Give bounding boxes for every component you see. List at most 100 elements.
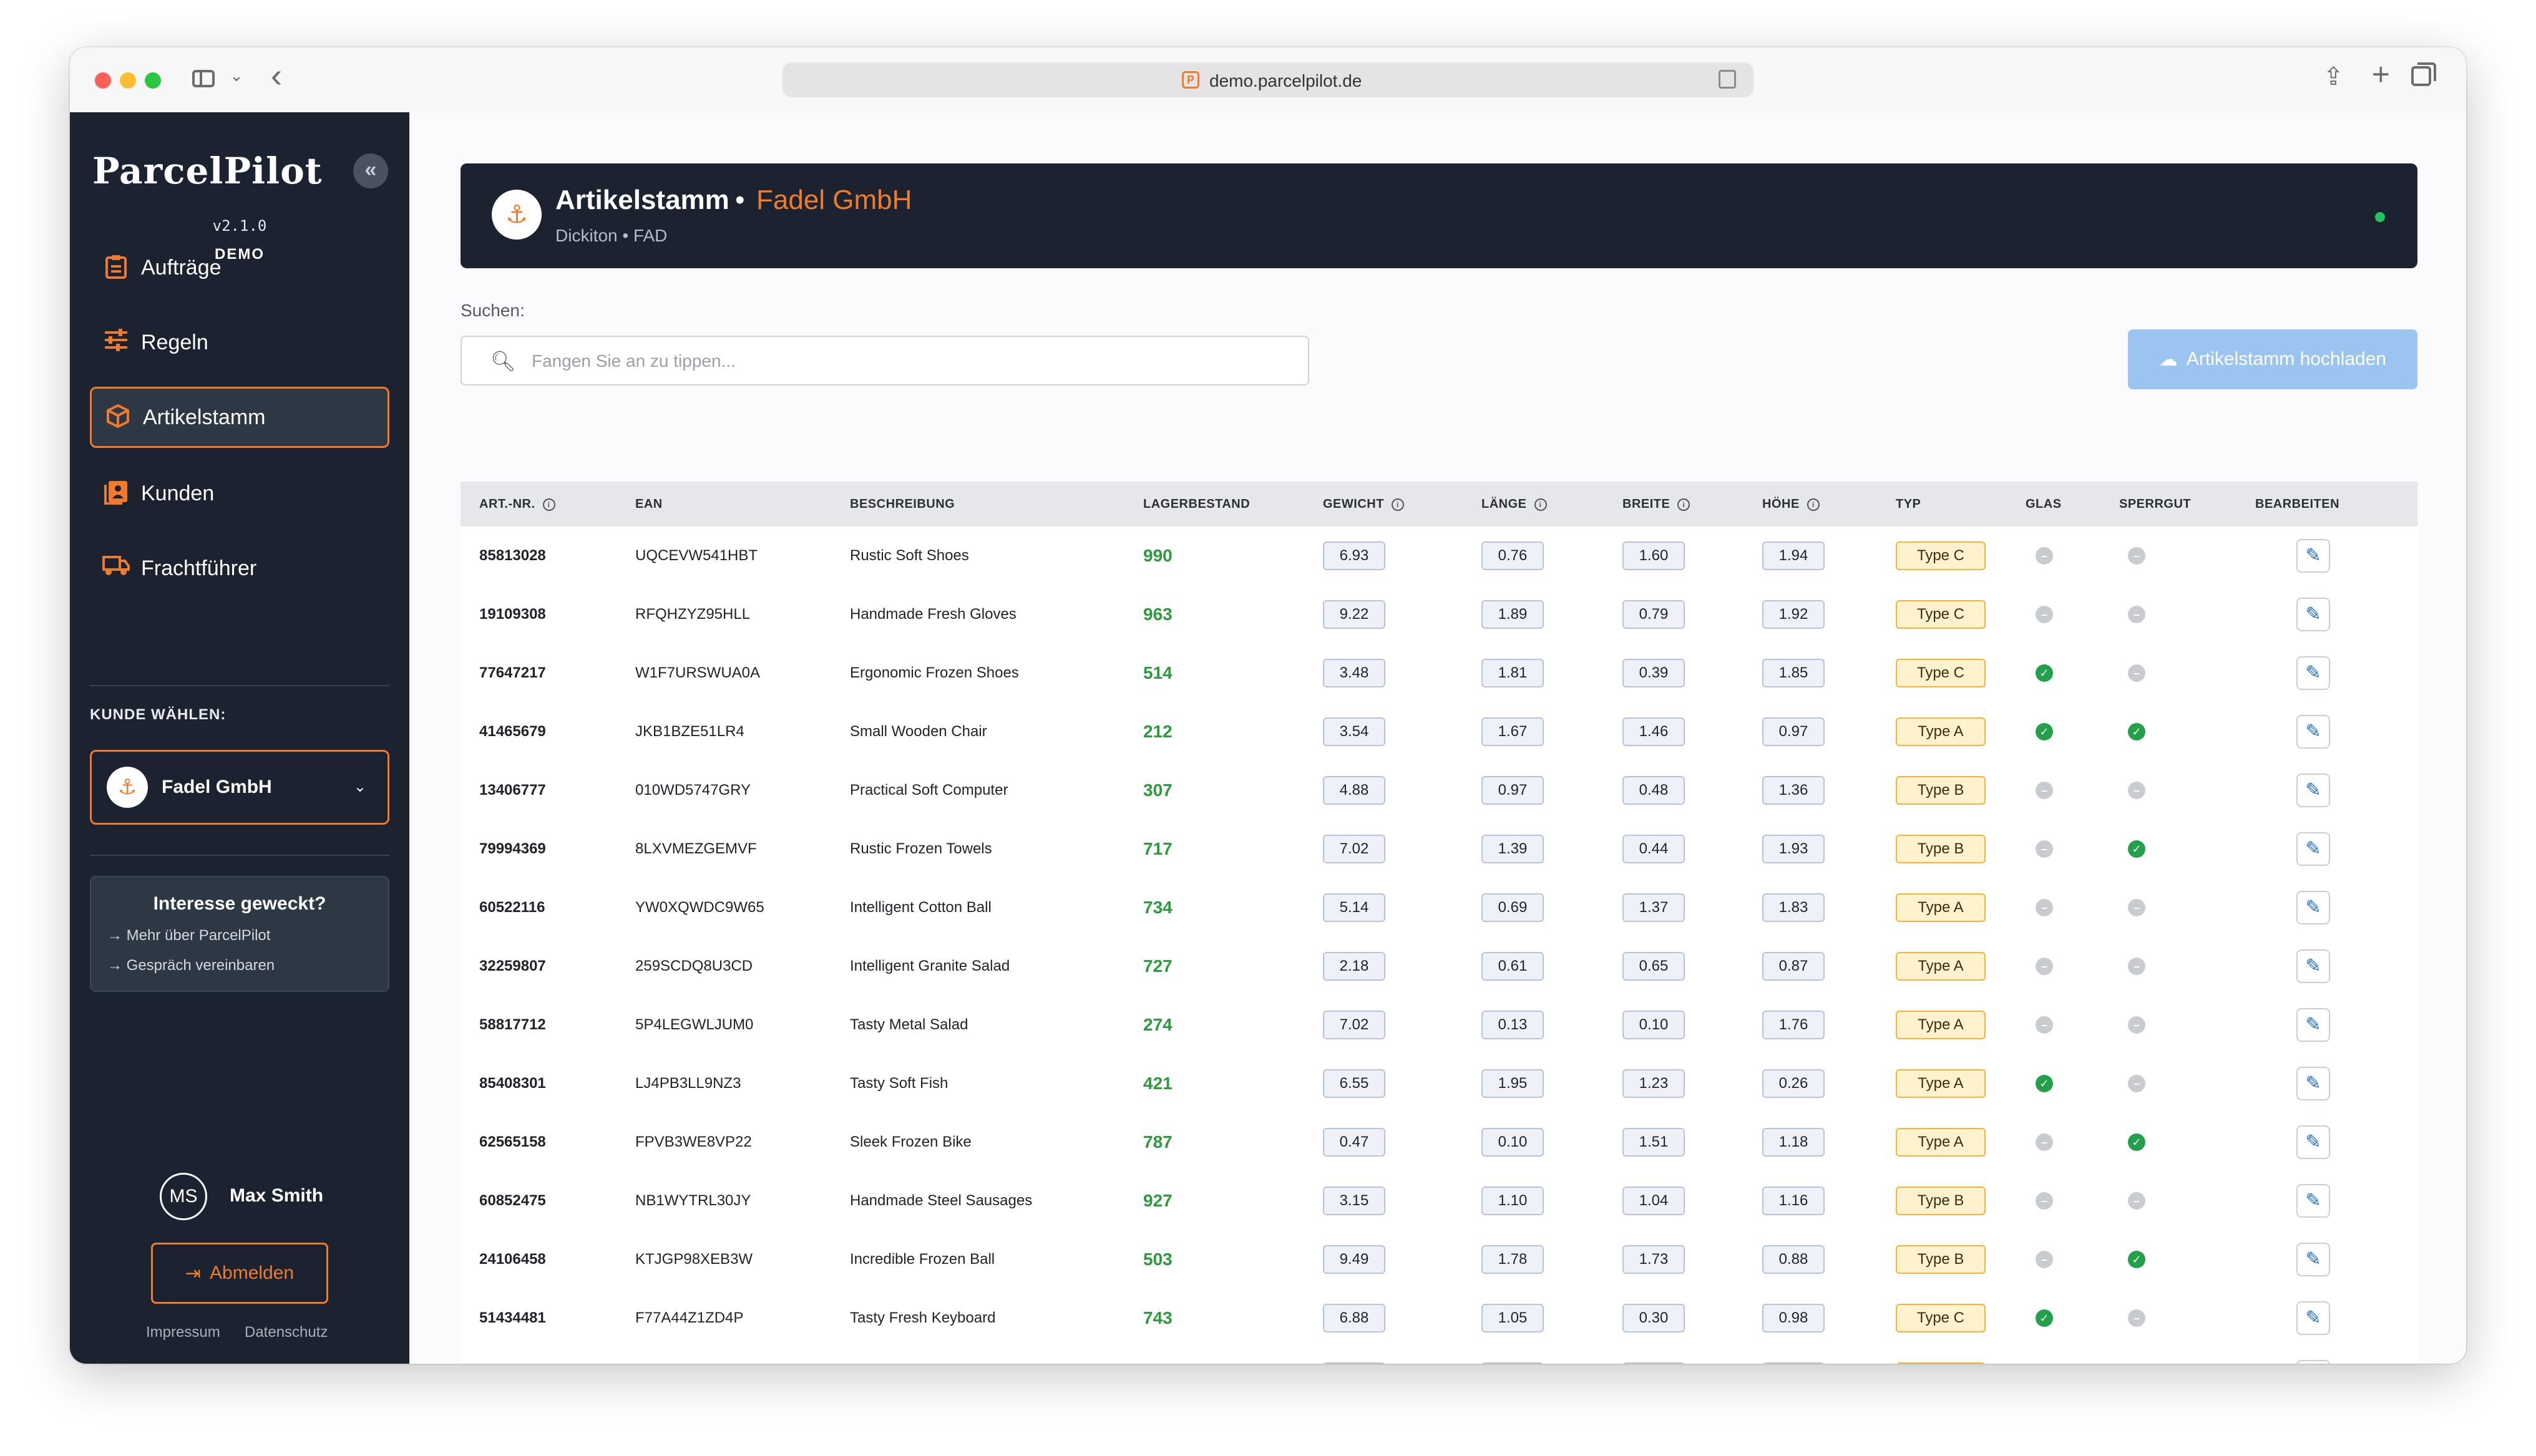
minus-circle-icon: – (2128, 958, 2145, 975)
pencil-icon: ✎ (2305, 780, 2321, 800)
cell-weight: 7.02 (1323, 1011, 1385, 1039)
search-input[interactable] (530, 346, 1282, 377)
info-icon[interactable]: i (1534, 498, 1547, 511)
edit-button[interactable]: ✎ (2296, 1184, 2330, 1218)
cell-width: 1.23 (1622, 1069, 1685, 1098)
table-row: 40756964 WX9IMJVXMPLP Gorgeous Plastic Pan… (461, 1347, 2417, 1364)
cell-length: 1.05 (1481, 1304, 1544, 1332)
table-row: 79994369 8LXVMEZGEMVF Rustic Frozen Towels… (461, 820, 2417, 880)
cell-width: 0.39 (1622, 659, 1685, 687)
url-text: demo.parcelpilot.de (1209, 71, 1362, 90)
zoom-window-button[interactable] (145, 72, 161, 89)
col-header-desc[interactable]: BESCHREIBUNG (850, 497, 955, 511)
customer-select[interactable]: ⚓ Fadel GmbH ⌄ (90, 750, 389, 825)
cell-height: 1.76 (1762, 1011, 1825, 1039)
minimize-window-button[interactable] (120, 72, 136, 89)
address-bar[interactable]: P demo.parcelpilot.de (783, 62, 1753, 97)
cell-length: 1.39 (1481, 835, 1544, 863)
search-icon: 🔍︎ (490, 350, 516, 372)
minus-circle-icon: – (2036, 1192, 2053, 1210)
col-header-art[interactable]: ART.-NR. i (479, 482, 555, 527)
edit-button[interactable]: ✎ (2296, 598, 2330, 631)
col-header-glass[interactable]: GLAS (2026, 497, 2062, 511)
edit-button[interactable]: ✎ (2296, 1243, 2330, 1276)
back-arrow-icon[interactable]: ‹ (271, 57, 282, 94)
col-header-height[interactable]: HÖHE i (1762, 482, 1820, 527)
box-icon (104, 404, 132, 431)
edit-button[interactable]: ✎ (2296, 891, 2330, 925)
sidebar-item-artikelstamm[interactable]: Artikelstamm (90, 387, 389, 448)
app-logo[interactable]: ParcelPilot (92, 150, 323, 192)
cell-weight: 5.14 (1323, 893, 1385, 922)
type-badge: Type C (1896, 541, 1986, 570)
edit-button[interactable]: ✎ (2296, 1301, 2330, 1335)
info-icon[interactable]: i (1677, 498, 1690, 511)
minus-circle-icon: – (2128, 899, 2145, 916)
col-header-ean[interactable]: EAN (635, 497, 663, 511)
cell-weight: 0.47 (1323, 1128, 1385, 1157)
cell-length: 0.69 (1481, 893, 1544, 922)
cell-weight: 3.50 (1323, 1362, 1385, 1364)
search-label: Suchen: (461, 301, 525, 320)
cell-stock: 274 (1143, 1015, 1173, 1034)
sidebar-toggle-icon[interactable] (192, 70, 215, 87)
cell-stock: 963 (1143, 604, 1173, 624)
imprint-link[interactable]: Impressum (146, 1324, 220, 1341)
edit-button[interactable]: ✎ (2296, 1008, 2330, 1042)
edit-button[interactable]: ✎ (2296, 539, 2330, 573)
privacy-link[interactable]: Datenschutz (245, 1324, 328, 1341)
edit-button[interactable]: ✎ (2296, 656, 2330, 690)
tab-overview-icon[interactable] (2411, 62, 2436, 86)
table-row: 85408301 LJ4PB3LL9NZ3 Tasty Soft Fish 421 6.… (461, 1054, 2417, 1114)
sidebar-item-frachtfuehrer[interactable]: Frachtführer (90, 538, 389, 599)
info-icon[interactable]: i (1391, 498, 1404, 511)
search-box[interactable]: 🔍︎ (461, 336, 1309, 386)
pencil-icon: ✎ (2305, 1132, 2321, 1152)
customer-select-value: Fadel GmbH (162, 777, 272, 797)
more-about-link[interactable]: → Mehr über ParcelPilot (107, 927, 271, 944)
minus-circle-icon: – (2128, 782, 2145, 799)
chevron-down-icon[interactable]: ⌄ (230, 66, 243, 85)
col-header-length[interactable]: LÄNGE i (1481, 482, 1547, 527)
info-icon[interactable]: i (542, 498, 555, 511)
sidebar-item-auftraege[interactable]: Aufträge (90, 237, 389, 298)
close-window-button[interactable] (95, 72, 111, 89)
cloud-upload-icon: ☁ (2158, 349, 2178, 370)
cell-stock: 743 (1143, 1308, 1173, 1327)
cell-desc: Gorgeous Plastic Pants (850, 1347, 1007, 1364)
col-header-width[interactable]: BREITE i (1622, 482, 1690, 527)
sidebar-item-label: Frachtführer (141, 556, 257, 580)
cell-weight: 3.54 (1323, 717, 1385, 746)
sidebar-item-regeln[interactable]: Regeln (90, 312, 389, 373)
cell-length: 1.10 (1481, 1187, 1544, 1215)
edit-button[interactable]: ✎ (2296, 774, 2330, 807)
edit-button[interactable]: ✎ (2296, 832, 2330, 866)
schedule-call-link[interactable]: → Gespräch vereinbaren (107, 957, 275, 974)
cell-ean: 259SCDQ8U3CD (635, 958, 753, 974)
edit-button[interactable]: ✎ (2296, 715, 2330, 749)
col-header-type[interactable]: TYP (1896, 497, 1921, 511)
share-icon[interactable]: ⇪ (2323, 63, 2344, 90)
col-header-weight[interactable]: GEWICHT i (1323, 482, 1404, 527)
edit-button[interactable]: ✎ (2296, 1360, 2330, 1364)
new-tab-icon[interactable]: + (2371, 57, 2390, 92)
cell-length: 0.61 (1481, 952, 1544, 981)
collapse-sidebar-button[interactable]: « (353, 153, 388, 188)
edit-button[interactable]: ✎ (2296, 949, 2330, 983)
edit-button[interactable]: ✎ (2296, 1125, 2330, 1159)
table-row: 41465679 JKB1BZE51LR4 Small Wooden Chair 21… (461, 702, 2417, 762)
logout-button[interactable]: ⇥ Abmelden (151, 1243, 328, 1304)
info-icon[interactable]: i (1807, 498, 1820, 511)
upload-button[interactable]: ☁ Artikelstamm hochladen (2128, 329, 2417, 389)
pencil-icon: ✎ (2305, 721, 2321, 742)
chevron-down-icon: ⌄ (353, 779, 366, 795)
col-header-stock[interactable]: LAGERBESTAND (1143, 497, 1251, 511)
type-badge: Type B (1896, 835, 1986, 863)
minus-circle-icon: – (2036, 1251, 2053, 1268)
edit-button[interactable]: ✎ (2296, 1067, 2330, 1100)
cell-ean: F77A44Z1ZD4P (635, 1309, 744, 1326)
reader-mode-icon[interactable] (1719, 70, 1736, 89)
col-header-bulky[interactable]: SPERRGUT (2119, 497, 2192, 511)
sidebar-item-kunden[interactable]: Kunden (90, 463, 389, 524)
cell-desc: Intelligent Cotton Ball (850, 899, 992, 916)
